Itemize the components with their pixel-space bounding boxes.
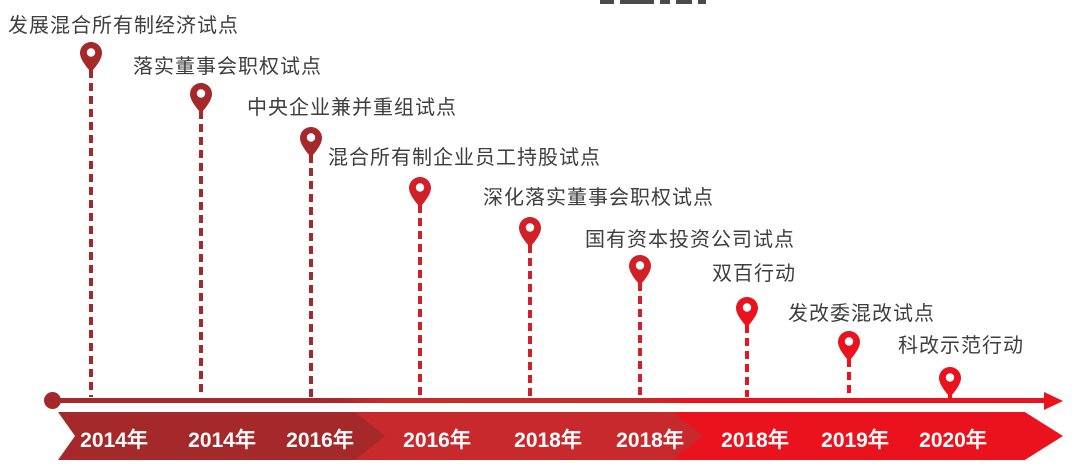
year-label: 2018年	[616, 429, 684, 452]
milestone-label: 双百行动	[712, 263, 796, 285]
location-pin-icon	[736, 297, 758, 327]
banner-segment-2	[355, 412, 703, 460]
pin-connector-line	[418, 205, 422, 397]
location-pin-icon	[629, 255, 651, 285]
year-label: 2018年	[721, 429, 789, 452]
location-pin-icon	[409, 177, 431, 207]
milestone-label: 中央企业兼并重组试点	[247, 97, 457, 119]
milestone-label: 深化落实董事会职权试点	[483, 187, 714, 209]
pin-connector-line	[89, 70, 93, 397]
location-pin-icon	[838, 331, 860, 361]
timeline-start-dot	[44, 392, 61, 409]
milestone-label: 发展混合所有制经济试点	[8, 15, 239, 37]
year-label: 2016年	[403, 429, 471, 452]
pin-connector-line	[199, 111, 203, 397]
milestone-label: 混合所有制企业员工持股试点	[328, 147, 601, 169]
pin-connector-line	[309, 155, 313, 397]
timeline-axis-line	[53, 398, 1047, 403]
milestone-label: 落实董事会职权试点	[133, 56, 322, 78]
year-label: 2016年	[286, 429, 354, 452]
year-label: 2019年	[821, 429, 889, 452]
cropped-text-fragment	[600, 0, 730, 5]
timeline-axis-arrowhead-icon	[1044, 392, 1063, 410]
pin-connector-line	[745, 325, 749, 397]
year-label: 2018年	[514, 429, 582, 452]
location-pin-icon	[519, 217, 541, 247]
banner-segment-3	[673, 412, 1063, 460]
banner-segment-1	[58, 412, 385, 460]
milestone-label: 科改示范行动	[898, 335, 1024, 357]
location-pin-icon	[300, 127, 322, 157]
pin-connector-line	[528, 245, 532, 397]
pin-connector-line	[948, 395, 952, 398]
location-pin-icon	[939, 367, 961, 397]
location-pin-icon	[190, 83, 212, 113]
pin-connector-line	[847, 359, 851, 397]
year-label: 2014年	[188, 429, 256, 452]
location-pin-icon	[80, 42, 102, 72]
year-label: 2020年	[919, 429, 987, 452]
milestone-label: 国有资本投资公司试点	[585, 229, 795, 251]
year-label: 2014年	[80, 429, 148, 452]
milestone-label: 发改委混改试点	[788, 303, 935, 325]
pin-connector-line	[638, 283, 642, 397]
